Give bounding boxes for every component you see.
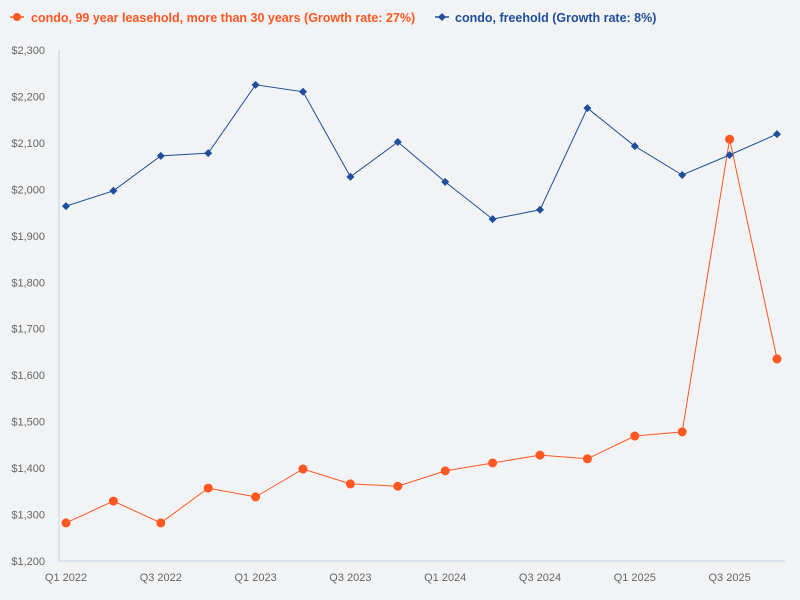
data-point[interactable]	[346, 172, 355, 181]
data-point[interactable]	[251, 492, 261, 502]
y-tick-label: $2,200	[11, 91, 45, 103]
data-point[interactable]	[156, 151, 165, 160]
x-tick-label: Q3 2024	[519, 572, 561, 584]
data-point[interactable]	[204, 149, 213, 158]
series-line	[65, 139, 778, 524]
x-tick-label: Q1 2022	[45, 572, 87, 584]
y-tick-label: $2,100	[11, 138, 45, 150]
y-tick-label: $1,700	[11, 324, 45, 336]
data-point[interactable]	[536, 205, 544, 214]
data-point[interactable]	[203, 483, 213, 493]
data-point[interactable]	[393, 137, 402, 146]
data-point[interactable]	[156, 518, 166, 528]
data-point[interactable]	[298, 464, 308, 474]
legend-label-freehold: condo, freehold (Growth rate: 8%)	[455, 11, 656, 25]
x-tick-label: Q3 2022	[140, 572, 182, 584]
data-point[interactable]	[345, 479, 355, 489]
data-point[interactable]	[108, 496, 118, 506]
legend-item-freehold[interactable]: condo, freehold (Growth rate: 8%)	[435, 11, 656, 25]
data-point[interactable]	[773, 130, 781, 139]
legend-item-leasehold[interactable]: condo, 99 year leasehold, more than 30 y…	[10, 11, 415, 25]
data-point[interactable]	[61, 518, 71, 528]
data-point[interactable]	[440, 466, 450, 476]
data-point[interactable]	[109, 186, 118, 195]
legend-marker-diamond-icon	[438, 13, 446, 21]
legend: condo, 99 year leasehold, more than 30 y…	[10, 11, 656, 25]
y-tick-label: $1,400	[11, 463, 45, 475]
data-point[interactable]	[488, 215, 497, 224]
x-tick-label: Q1 2024	[424, 572, 466, 584]
data-point[interactable]	[725, 134, 735, 144]
data-point[interactable]	[62, 202, 70, 211]
data-point[interactable]	[583, 104, 592, 113]
series-0	[61, 134, 782, 528]
y-tick-label: $1,600	[11, 370, 45, 382]
series-line	[65, 84, 778, 220]
series-group	[61, 80, 782, 528]
y-tick-label: $1,800	[11, 277, 45, 289]
y-axis-ticks: $1,200 $1,300 $1,400 $1,500 $1,600 $1,700 $1,8…	[11, 45, 45, 568]
y-tick-label: $1,500	[11, 417, 45, 429]
x-tick-label: Q1 2025	[614, 572, 656, 584]
data-point[interactable]	[725, 150, 734, 159]
y-tick-label: $1,200	[11, 556, 45, 568]
x-tick-label: Q3 2023	[329, 572, 371, 584]
y-tick-label: $2,300	[11, 45, 45, 57]
legend-label-leasehold: condo, 99 year leasehold, more than 30 y…	[31, 11, 415, 25]
data-point[interactable]	[251, 80, 260, 89]
data-point[interactable]	[299, 87, 307, 96]
data-point[interactable]	[441, 177, 450, 186]
data-point[interactable]	[630, 142, 639, 151]
data-point[interactable]	[772, 354, 782, 364]
data-point[interactable]	[393, 481, 403, 491]
data-point[interactable]	[630, 431, 640, 441]
y-tick-label: $1,300	[11, 510, 45, 522]
data-point[interactable]	[488, 458, 498, 468]
y-tick-label: $2,000	[11, 184, 45, 196]
x-tick-label: Q3 2025	[708, 572, 750, 584]
data-point[interactable]	[677, 427, 687, 437]
series-1	[62, 80, 781, 224]
data-point[interactable]	[535, 450, 545, 460]
data-point[interactable]	[678, 170, 687, 179]
x-tick-label: Q1 2023	[234, 572, 276, 584]
y-tick-label: $1,900	[11, 231, 45, 243]
legend-marker-circle-icon	[13, 13, 21, 21]
data-point[interactable]	[582, 454, 592, 464]
x-axis-ticks: Q1 2022 Q3 2022 Q1 2023 Q3 2023 Q1 2024 Q3 20…	[45, 572, 751, 584]
